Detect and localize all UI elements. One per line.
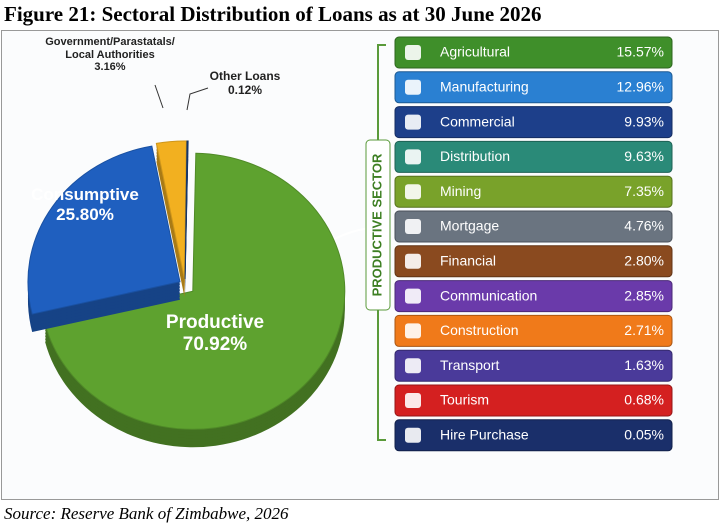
row-value: 2.80% — [624, 253, 664, 269]
value-label: 3.16% — [94, 61, 126, 74]
slice-top — [184, 140, 189, 280]
row-box — [394, 175, 673, 208]
row-box — [394, 384, 673, 417]
category-label: Other Loans — [209, 69, 281, 83]
pie-label: Productive 70.92% — [150, 312, 280, 356]
row-box — [394, 71, 673, 104]
row-name: Agricultural — [440, 44, 510, 60]
pie-label: Government/Parastatals/ Local Authoritie… — [30, 36, 190, 74]
row-icon — [405, 323, 421, 339]
value-label: 0.12% — [227, 82, 263, 97]
category-label: Government/Parastatals/ Local Authoritie… — [45, 36, 175, 61]
sector-row: Commercial 9.93% — [394, 106, 673, 139]
pie-slice — [155, 140, 187, 298]
row-icon — [405, 114, 421, 130]
slice-top — [155, 140, 187, 280]
sector-row: Distribution 9.63% — [394, 140, 673, 173]
row-value: 9.63% — [624, 148, 664, 164]
row-name: Tourism — [440, 392, 489, 408]
row-box — [394, 245, 673, 278]
row-icon — [405, 45, 421, 60]
chart-title: Figure 21: Sectoral Distribution of Loan… — [4, 2, 542, 26]
row-value: 4.76% — [624, 218, 664, 234]
row-icon — [405, 393, 421, 408]
sector-row: Mining 7.35% — [394, 175, 673, 208]
category-label: Productive — [165, 312, 265, 333]
row-box — [394, 106, 673, 139]
sector-row: Hire Purchase 0.05% — [394, 419, 673, 452]
row-box — [394, 36, 673, 69]
pie-label: Consumptive 25.80% — [20, 185, 150, 224]
row-icon — [405, 358, 421, 374]
category-label: Consumptive — [31, 185, 139, 204]
sector-row: Construction 2.71% — [394, 314, 673, 347]
bracket-label-box — [365, 139, 391, 311]
row-icon — [405, 427, 421, 443]
row-name: Manufacturing — [440, 79, 529, 95]
bracket-label: PRODUCTIVE SECTOR — [369, 153, 384, 296]
pie-slice — [44, 152, 346, 448]
row-value: 0.68% — [624, 392, 664, 408]
sector-row: Agricultural 15.57% — [394, 36, 673, 69]
value-label: 25.80% — [56, 204, 114, 224]
label-leader — [154, 84, 164, 109]
pie-label: Other Loans 0.12% — [205, 69, 285, 98]
row-value: 9.93% — [624, 113, 664, 129]
slice-top — [44, 152, 346, 430]
row-box — [394, 349, 673, 382]
row-name: Financial — [440, 253, 496, 269]
row-box — [394, 210, 673, 243]
value-label: 70.92% — [182, 333, 248, 355]
row-value: 1.63% — [624, 357, 664, 373]
row-value: 12.96% — [617, 79, 664, 95]
row-icon — [405, 79, 421, 95]
sector-row: Manufacturing 12.96% — [394, 71, 673, 104]
row-name: Mining — [440, 183, 481, 199]
row-name: Mortgage — [440, 218, 499, 234]
row-box — [394, 140, 673, 173]
sector-row: Tourism 0.68% — [394, 384, 673, 417]
row-name: Distribution — [440, 148, 510, 164]
row-name: Transport — [440, 357, 500, 373]
sector-row: Communication 2.85% — [394, 280, 673, 313]
row-value: 7.35% — [624, 183, 664, 199]
pie-slice — [27, 145, 181, 333]
slice-top — [27, 145, 181, 315]
row-icon — [405, 288, 421, 304]
row-icon — [405, 149, 421, 165]
row-box — [394, 280, 673, 313]
pie-slice — [184, 140, 189, 298]
row-icon — [405, 253, 421, 269]
row-box — [394, 314, 673, 347]
row-name: Communication — [440, 287, 537, 303]
label-leader — [186, 87, 209, 111]
row-value: 2.71% — [624, 322, 664, 338]
row-name: Hire Purchase — [440, 427, 529, 443]
row-name: Commercial — [440, 113, 515, 129]
source-note: Source: Reserve Bank of Zimbabwe, 2026 — [4, 504, 289, 523]
row-value: 0.05% — [624, 427, 664, 443]
row-box — [394, 419, 673, 452]
row-icon — [405, 184, 421, 200]
row-value: 2.85% — [624, 287, 664, 303]
row-icon — [405, 219, 421, 234]
sector-row: Financial 2.80% — [394, 245, 673, 278]
sector-row: Mortgage 4.76% — [394, 210, 673, 243]
row-name: Construction — [440, 322, 519, 338]
row-value: 15.57% — [617, 44, 664, 60]
sector-row: Transport 1.63% — [394, 349, 673, 382]
